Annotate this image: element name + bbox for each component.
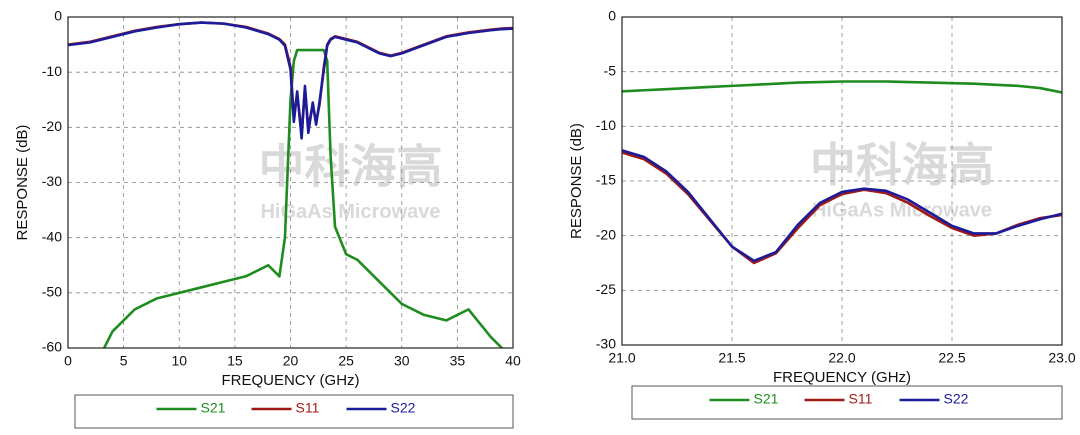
y-tick-label: -40 — [42, 228, 62, 244]
y-tick-label: 0 — [608, 8, 616, 24]
series-line — [622, 149, 1062, 263]
x-tick-label: 22.5 — [938, 350, 965, 366]
y-tick-label: -60 — [42, 339, 62, 355]
series-line — [102, 48, 504, 348]
legend-label: S22 — [391, 400, 416, 416]
x-axis-label: FREQUENCY (GHz) — [773, 369, 911, 386]
x-tick-label: 10 — [171, 353, 187, 369]
x-tick-label: 0 — [64, 353, 72, 369]
x-tick-label: 15 — [227, 353, 243, 369]
legend-label: S21 — [754, 391, 779, 407]
x-tick-label: 25 — [338, 353, 354, 369]
plot: 中科海高 HiGaAs Microwave 21.0 21.5 22.0 22.5 23.0… — [568, 8, 1076, 420]
watermark-en: HiGaAs Microwave — [260, 201, 440, 223]
series-group — [622, 80, 1062, 265]
x-tick-label: 22.0 — [828, 350, 855, 366]
x-tick-label: 21.0 — [608, 350, 635, 366]
series-line — [622, 80, 1062, 94]
y-tick-label: -20 — [596, 226, 616, 242]
y-tick-label: -20 — [42, 118, 62, 134]
legend-label: S22 — [944, 391, 969, 407]
x-tick-label: 30 — [394, 353, 410, 369]
legend-label: S11 — [296, 400, 320, 416]
x-axis-label: FREQUENCY (GHz) — [221, 372, 359, 389]
watermark-en: HiGaAs Microwave — [812, 199, 992, 221]
x-tick-label: 20 — [283, 353, 299, 369]
y-axis-label: RESPONSE (dB) — [568, 123, 585, 239]
y-tick-label: -15 — [596, 172, 616, 188]
x-tick-label: 40 — [505, 353, 521, 369]
legend: S21 S11 S22 — [631, 385, 1063, 420]
x-tick-label: 35 — [450, 353, 466, 369]
watermark-cn: 中科海高 — [810, 139, 994, 191]
series-line — [68, 21, 513, 140]
y-tick-label: -25 — [596, 281, 616, 297]
x-tick-label: 23.0 — [1048, 350, 1075, 366]
y-tick-label: 0 — [54, 8, 62, 24]
y-axis-label: RESPONSE (dB) — [14, 125, 31, 241]
legend-label: S21 — [201, 400, 226, 416]
legend-label: S11 — [849, 391, 873, 407]
series-group — [68, 21, 513, 348]
y-tick-label: -30 — [42, 173, 62, 189]
legend: S21 S11 S22 — [74, 394, 514, 429]
y-tick-label: -10 — [42, 63, 62, 79]
legend-box — [74, 394, 514, 429]
y-tick-label: -5 — [604, 62, 617, 78]
y-tick-label: -30 — [596, 336, 616, 352]
x-tick-label: 21.5 — [718, 350, 745, 366]
y-tick-label: -50 — [42, 284, 62, 300]
legend-box — [631, 385, 1063, 420]
plot-frame — [621, 16, 1063, 346]
x-tick-label: 5 — [120, 353, 128, 369]
plot-frame — [67, 16, 514, 349]
y-tick-label: -10 — [596, 117, 616, 133]
